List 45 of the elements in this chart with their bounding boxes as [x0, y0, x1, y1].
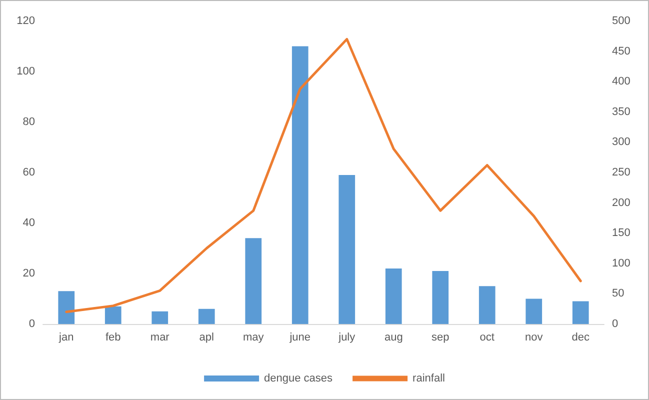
x-tick-label: may	[242, 332, 264, 344]
bar	[245, 238, 262, 324]
x-tick-label: dec	[572, 332, 590, 344]
y-tick-label: 120	[16, 15, 35, 27]
x-tick-label: mar	[150, 332, 170, 344]
y2-tick-label: 250	[612, 166, 630, 178]
line-series	[65, 38, 582, 314]
x-tick-label: sep	[432, 332, 450, 344]
y-tick-label: 0	[28, 318, 35, 330]
y-tick-label: 80	[22, 116, 35, 128]
y-tick-label: 40	[22, 217, 35, 229]
bar	[58, 291, 75, 324]
x-tick-label: aug	[384, 332, 403, 344]
x-tick-label: oct	[480, 332, 494, 344]
x-tick-label: jan	[58, 332, 74, 344]
x-tick-label: feb	[105, 332, 121, 344]
y2-tick-label: 0	[612, 318, 618, 330]
bar	[478, 286, 496, 324]
legend-label: rainfall	[412, 372, 445, 384]
x-tick-label: nov	[525, 332, 544, 344]
legend-label: dengue cases	[264, 372, 334, 384]
bar	[338, 175, 356, 324]
bar	[152, 311, 168, 324]
bar	[526, 298, 542, 324]
bar	[432, 270, 449, 324]
y2-tick-label: 350	[612, 106, 630, 118]
y-tick-label: 60	[22, 166, 35, 178]
bar	[198, 308, 215, 324]
y-tick-label: 20	[22, 268, 35, 280]
y2-tick-label: 450	[612, 45, 630, 58]
y2-tick-label: 100	[612, 257, 630, 270]
x-tick-label: june	[288, 332, 311, 344]
x-tick-label: july	[338, 332, 356, 344]
y-tick-label: 100	[16, 66, 35, 78]
bar	[292, 46, 308, 324]
bar	[572, 301, 589, 324]
bar	[104, 306, 122, 324]
x-tick-label: apl	[199, 332, 214, 344]
y2-tick-label: 150	[612, 227, 630, 240]
y2-tick-label: 300	[612, 136, 630, 148]
y2-tick-label: 200	[612, 196, 630, 209]
y2-tick-label: 400	[612, 76, 630, 88]
y2-tick-label: 50	[612, 288, 624, 300]
bar	[385, 268, 402, 324]
y2-tick-label: 500	[612, 15, 630, 27]
